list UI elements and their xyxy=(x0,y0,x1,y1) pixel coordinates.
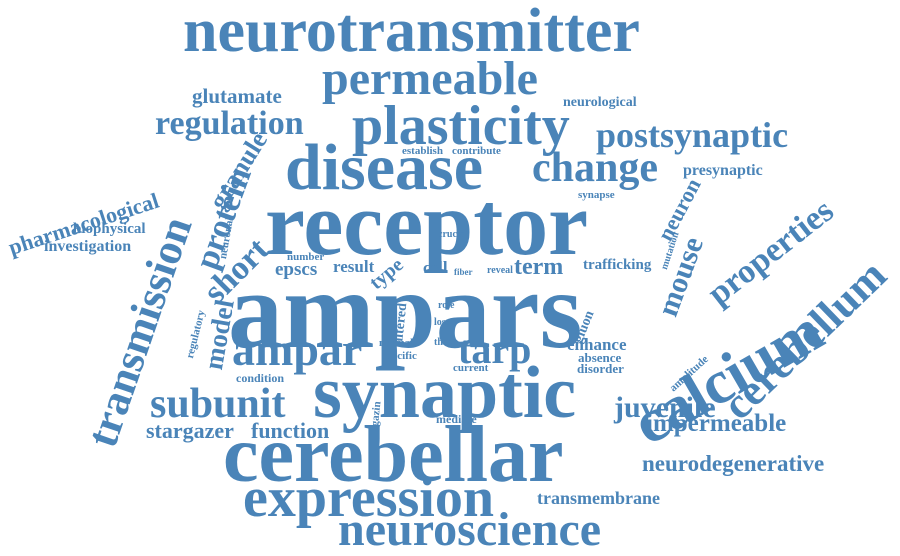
word-glutamate: glutamate xyxy=(192,84,282,108)
word-neurological: neurological xyxy=(563,95,637,110)
word-crucial: crucial xyxy=(438,229,468,240)
word-juvenile: juvenile xyxy=(614,391,716,424)
word-subunit: subunit xyxy=(150,381,286,427)
word-postsynaptic: postsynaptic xyxy=(596,115,789,155)
word-condition: condition xyxy=(236,371,285,385)
word-normal: normal xyxy=(379,337,414,349)
word-reveal: reveal xyxy=(487,265,513,276)
word-tarp: tarp xyxy=(458,327,532,372)
word-stargazer: stargazer xyxy=(146,418,234,443)
word-cell: cell xyxy=(423,258,448,277)
word-fiber: fiber xyxy=(454,267,473,277)
word-epscs: epscs xyxy=(275,259,318,280)
word-presynaptic: presynaptic xyxy=(683,162,763,179)
word-trafficking: trafficking xyxy=(583,257,652,273)
word-impermeable: impermeable xyxy=(646,410,787,437)
word-result: result xyxy=(333,257,375,276)
word-change: change xyxy=(532,145,658,191)
word-contribute: contribute xyxy=(452,145,501,157)
word-role: role xyxy=(438,300,455,311)
word-cerebellar: cerebellar xyxy=(223,411,564,499)
word-current: current xyxy=(453,362,489,374)
word-term: term xyxy=(514,254,564,280)
word-expression: expression xyxy=(243,467,494,529)
word-establish: establish xyxy=(402,145,443,157)
word-regulation: regulation xyxy=(155,105,304,142)
word-mouse: mouse xyxy=(651,232,711,321)
word-disorder: disorder xyxy=(577,361,624,376)
word-specific: specific xyxy=(382,350,417,362)
word-disease: disease xyxy=(285,131,483,204)
word-ampar: ampar xyxy=(232,324,363,375)
word-biophysical: biophysical xyxy=(73,221,146,237)
word-synapse: synapse xyxy=(578,189,615,201)
word-receptor: receptor xyxy=(265,175,589,274)
word-mediate: mediate xyxy=(436,412,477,426)
word-thesis: thesis xyxy=(434,337,458,348)
word-investigation: investigation xyxy=(44,238,132,255)
word-plasticity: plasticity xyxy=(352,95,570,157)
word-function: function xyxy=(251,418,330,443)
word-loss: loss xyxy=(434,317,450,328)
word-number: number xyxy=(287,251,325,263)
word-neurotransmitter: neurotransmitter xyxy=(183,0,640,65)
word-ampars: ampars xyxy=(228,249,583,371)
word-neuroscience: neuroscience xyxy=(338,503,602,556)
word-synaptic: synaptic xyxy=(313,352,577,434)
word-neurodegenerative: neurodegenerative xyxy=(642,451,825,476)
word-enhance: enhance xyxy=(567,335,627,354)
word-permeable: permeable xyxy=(322,52,538,105)
word-transmembrane: transmembrane xyxy=(537,488,660,508)
word-absence: absence xyxy=(578,350,622,365)
